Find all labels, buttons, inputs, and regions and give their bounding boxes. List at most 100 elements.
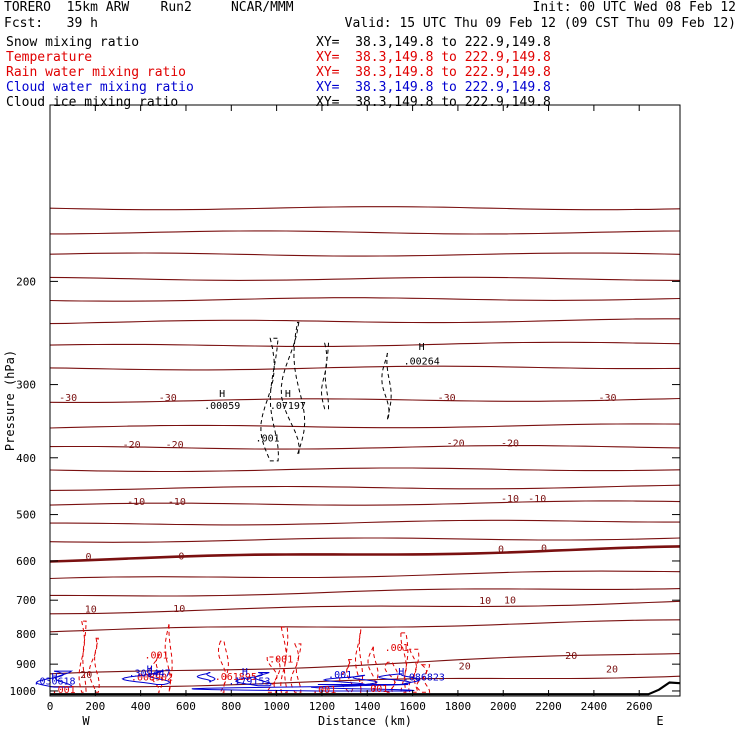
east-label: E <box>656 714 663 728</box>
rain-contour-label: .001 <box>269 655 293 666</box>
temperature-contour-label: 0 <box>85 552 91 563</box>
isotherm-line <box>49 318 680 325</box>
ice-contour-label: .001 <box>256 433 280 444</box>
isotherm-line <box>49 365 681 371</box>
x-tick-label: 400 <box>131 700 151 713</box>
cloud-water-contour <box>35 670 74 688</box>
rain-contour-label: .061895 <box>215 672 257 683</box>
temperature-contour-label: -10 <box>528 494 546 505</box>
y-axis-label: Pressure (hPa) <box>3 350 17 451</box>
legend-xy: XY= 38.3,149.8 to 222.9,149.8 <box>316 50 551 65</box>
legend-label: Snow mixing ratio <box>6 35 140 50</box>
isotherm-line <box>50 230 681 235</box>
rain-contour-label: .008902 <box>131 673 173 684</box>
temperature-contour-label: 0 <box>178 551 184 562</box>
temperature-contour-label: -20 <box>501 439 519 450</box>
legend-label: Rain water mixing ratio <box>6 65 187 80</box>
x-tick-label: 2200 <box>535 700 562 713</box>
temperature-contour-label: 10 <box>504 595 516 606</box>
rain-contour <box>78 620 87 693</box>
cloud-water-contour <box>196 672 216 683</box>
rain-contour-label: .001 <box>312 685 336 696</box>
rain-contour <box>400 632 409 693</box>
isotherm-line <box>50 588 681 597</box>
valid-time: Valid: 15 UTC Thu 09 Feb 12 (09 CST Thu … <box>344 16 736 31</box>
cloud-water-contour <box>191 684 415 692</box>
rain-contour <box>280 626 289 693</box>
rain-contour <box>148 653 163 693</box>
ice-contour-label: .00264 <box>404 356 440 367</box>
temperature-contour-label: -20 <box>123 440 141 451</box>
temperature-contour-label: 0 <box>498 544 504 555</box>
cloud-water-high-marker: H <box>398 667 404 678</box>
init-time: Init: 00 UTC Wed 08 Feb 12 <box>532 0 737 15</box>
legend-label: Cloud ice mixing ratio <box>6 95 179 110</box>
x-tick-label: 1200 <box>309 700 336 713</box>
x-axis-label: Distance (km) <box>318 714 412 728</box>
cloud-water-high-marker: H <box>242 667 248 678</box>
isotherm-line <box>49 467 681 473</box>
x-tick-label: 0 <box>47 700 54 713</box>
model-title: TORERO 15km ARW Run2 NCAR/MMM <box>4 0 294 15</box>
temperature-contour-label: -30 <box>598 393 616 404</box>
cloud-water-contour-label: .001 <box>328 670 352 681</box>
legend-xy: XY= 38.3,149.8 to 222.9,149.8 <box>316 35 551 50</box>
temperature-contour-label: 20 <box>565 651 577 662</box>
y-tick-label: 500 <box>16 509 36 522</box>
y-tick-label: 800 <box>16 628 36 641</box>
ice-contour-label: H <box>419 342 425 353</box>
isotherm-line <box>49 252 681 257</box>
cloud-ice-contour <box>381 352 392 421</box>
hydrometeor-contours <box>35 321 681 696</box>
cloud-water-contour-label: .179153 <box>228 677 270 688</box>
isotherm-line <box>49 619 681 633</box>
temperature-contour-label: -30 <box>59 393 77 404</box>
legend-xy: XY= 38.3,149.8 to 222.9,149.8 <box>316 65 551 80</box>
isotherm-line <box>49 537 681 543</box>
cloud-water-high-marker: H <box>51 672 57 683</box>
isotherm-line <box>49 397 681 403</box>
temperature-contour-label: -10 <box>501 494 519 505</box>
temperature-contour-label: 20 <box>606 665 618 676</box>
temperature-contour-label: 10 <box>85 605 97 616</box>
ice-contour-label: .00059 <box>204 401 240 412</box>
x-tick-label: 800 <box>221 700 241 713</box>
x-tick-label: 1400 <box>354 700 381 713</box>
x-tick-label: 600 <box>176 700 196 713</box>
y-tick-label: 1000 <box>10 685 37 698</box>
x-tick-label: 2400 <box>581 700 608 713</box>
rain-contour <box>408 648 420 693</box>
cloud-ice-contour <box>320 342 330 410</box>
x-tick-label: 200 <box>85 700 105 713</box>
isotherm-line <box>49 600 681 615</box>
isotherm-line <box>49 484 681 491</box>
x-tick-label: 2600 <box>626 700 653 713</box>
x-tick-label: 1000 <box>263 700 290 713</box>
cloud-ice-contour <box>280 321 306 456</box>
isotherm-line <box>49 500 681 506</box>
isotherm-line <box>49 423 681 429</box>
legend-label: Cloud water mixing ratio <box>6 80 194 95</box>
rain-contour <box>290 643 302 693</box>
isotherm-line <box>49 445 681 450</box>
rain-contour <box>88 637 100 693</box>
rain-contour-label: .001 <box>52 685 76 696</box>
isotherm-line <box>50 519 680 526</box>
temperature-contour-label: 20 <box>459 662 471 673</box>
isotherm-line <box>49 653 681 675</box>
y-tick-label: 200 <box>16 275 36 288</box>
cloud-water-contour-label: .030618 <box>33 677 75 688</box>
rain-contour <box>339 659 354 693</box>
y-tick-label: 300 <box>16 379 36 392</box>
temperature-contour-label: 20 <box>80 670 92 681</box>
temperature-contour-label: 10 <box>173 604 185 615</box>
plot-frame <box>49 104 681 697</box>
ice-contour-label: H <box>285 389 291 400</box>
y-tick-label: 700 <box>16 594 36 607</box>
legend-label: Temperature <box>6 50 93 65</box>
rain-contour <box>354 629 364 693</box>
x-tick-label: 1800 <box>445 700 472 713</box>
rain-contour <box>416 664 431 693</box>
ice-contour-label: .07197 <box>270 401 306 412</box>
cloud-water-contour <box>121 670 170 685</box>
